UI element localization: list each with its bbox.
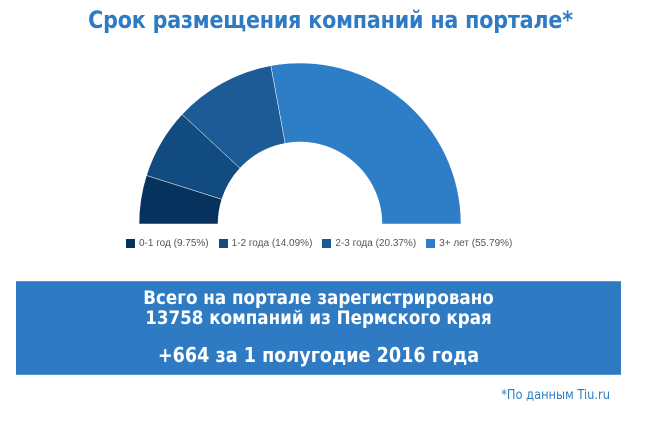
legend-swatch [126, 239, 135, 248]
chart-title: Срок размещения компаний на портале* [88, 6, 573, 34]
legend-item: 1-2 года (14.09%) [218, 238, 313, 249]
legend-swatch [322, 239, 332, 248]
legend-label: 1-2 года (14.09%) [231, 238, 313, 249]
legend-item: 2-3 года (20.37%) [322, 238, 416, 249]
legend-swatch [218, 239, 228, 248]
legend-label: 3+ лет (55.79%) [439, 238, 513, 249]
legend-label: 2-3 года (20.37%) [335, 238, 417, 249]
banner-line-count: 13758 компаний из Пермского края [145, 307, 492, 329]
banner-line-total: Всего на портале зарегистрировано [143, 287, 494, 309]
legend-item: 3+ лет (55.79%) [426, 238, 512, 249]
source-footnote: *По данным Tiu.ru [501, 388, 610, 403]
donut-segment [270, 62, 462, 225]
half-donut-chart [138, 62, 462, 225]
legend-item: 0-1 год (9.75%) [126, 238, 209, 249]
banner-line-growth: +664 за 1 полугодие 2016 года [157, 343, 480, 367]
legend-swatch [426, 239, 436, 248]
chart-legend: 0-1 год (9.75%) 1-2 года (14.09%) 2-3 го… [126, 238, 512, 249]
summary-banner: Всего на портале зарегистрировано 13758 … [16, 281, 621, 375]
legend-label: 0-1 год (9.75%) [139, 238, 209, 249]
